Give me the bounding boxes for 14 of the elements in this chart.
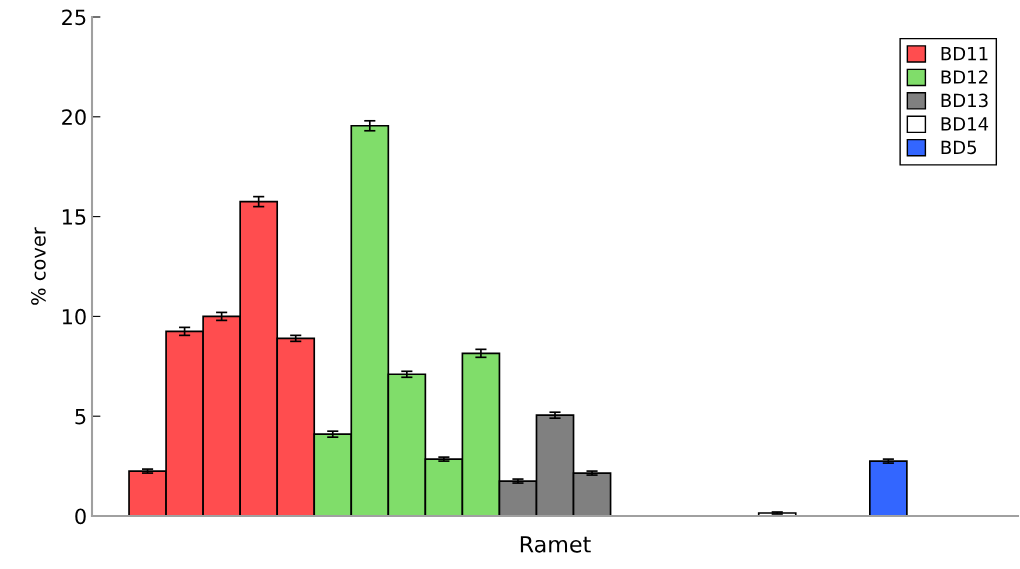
x-axis-title: Ramet bbox=[520, 536, 591, 553]
bar bbox=[869, 460, 908, 516]
y-tick-label: 5 bbox=[75, 408, 86, 425]
y-tick-label: 20 bbox=[62, 109, 86, 126]
legend-label: BD11 bbox=[941, 46, 988, 61]
legend-label: BD5 bbox=[941, 140, 977, 155]
y-tick-label: 0 bbox=[75, 508, 86, 525]
y-axis-title: % cover bbox=[31, 227, 46, 305]
y-tick-label: 10 bbox=[62, 308, 86, 325]
y-tick-label: 15 bbox=[62, 209, 86, 225]
legend-label: BD14 bbox=[941, 117, 989, 131]
legend-label: BD12 bbox=[941, 70, 988, 84]
y-tick-label: 25 bbox=[62, 9, 86, 26]
legend-label: BD13 bbox=[941, 93, 988, 108]
